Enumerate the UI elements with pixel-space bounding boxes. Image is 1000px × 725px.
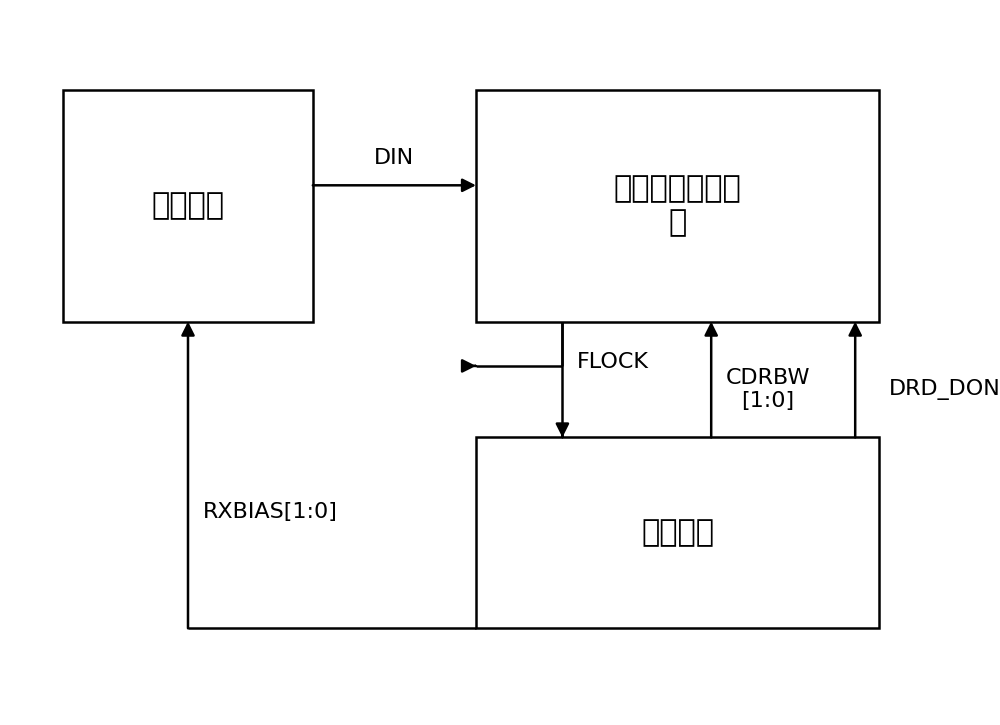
Text: 模拟前端: 模拟前端 <box>152 191 224 220</box>
Text: CDRBW
[1:0]: CDRBW [1:0] <box>726 368 810 411</box>
Bar <box>476 90 879 322</box>
Text: DIN: DIN <box>374 149 414 168</box>
Text: DRD_DONE: DRD_DONE <box>889 379 1000 400</box>
Text: FLOCK: FLOCK <box>577 352 649 373</box>
Bar <box>476 437 879 629</box>
Text: 时钟数据恢复电
路: 时钟数据恢复电 路 <box>614 175 741 237</box>
Bar <box>63 90 313 322</box>
Text: RXBIAS[1:0]: RXBIAS[1:0] <box>202 502 337 523</box>
Text: 检测电路: 检测电路 <box>641 518 714 547</box>
